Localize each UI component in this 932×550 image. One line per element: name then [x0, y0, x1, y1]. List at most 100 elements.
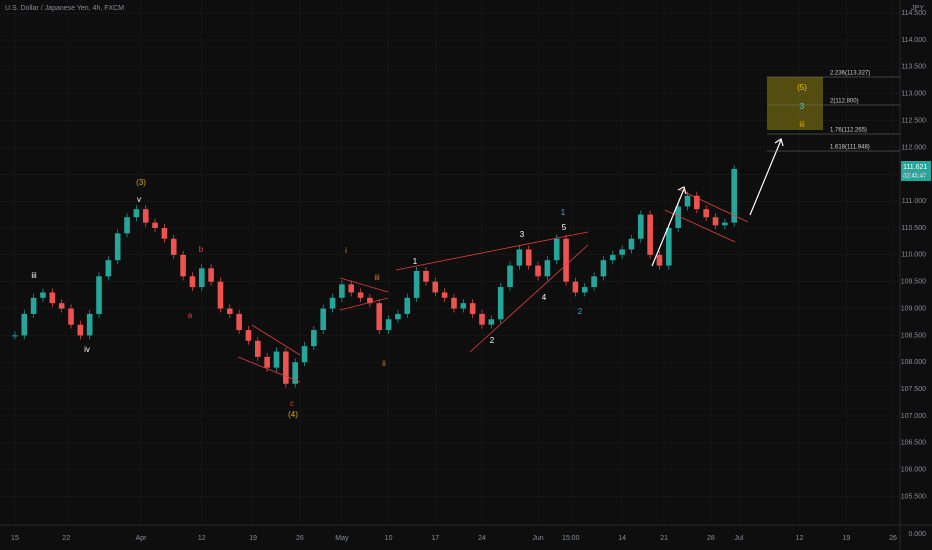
wave-label: b: [199, 245, 204, 254]
candle: [30, 297, 37, 314]
candle: [189, 276, 196, 288]
candle: [367, 297, 373, 304]
candle: [488, 319, 495, 325]
y-tick-label: 107.500: [901, 386, 926, 393]
candle: [460, 303, 467, 309]
candle: [722, 222, 728, 226]
candle: [666, 227, 672, 266]
wave-label: iii: [799, 120, 805, 129]
trendline: [664, 209, 736, 243]
candle: [217, 281, 224, 309]
candle: [292, 362, 298, 384]
candle: [572, 281, 579, 293]
candle: [516, 249, 523, 266]
candle: [619, 249, 625, 255]
candle: [40, 292, 46, 298]
trendline: [395, 231, 589, 271]
candle: [497, 287, 504, 320]
candle: [451, 297, 457, 309]
y-tick-label: 114.000: [901, 37, 926, 44]
candle: [283, 351, 289, 384]
x-tick-label: 26: [296, 535, 304, 542]
x-tick-label: 21: [660, 535, 668, 542]
wave-label: c: [290, 399, 294, 408]
candle: [236, 313, 242, 331]
candle: [432, 281, 439, 293]
x-tick-label: 15: [11, 535, 19, 542]
candle: [684, 195, 691, 207]
candle: [255, 340, 261, 357]
trendline: [237, 356, 301, 383]
y-tick-label: 109.500: [901, 279, 926, 286]
bottom-label: 0.000: [908, 531, 926, 538]
arrow-head: [677, 186, 687, 195]
trendline: [679, 189, 749, 223]
x-tick-label: 15:00: [562, 535, 580, 542]
candle: [591, 276, 597, 288]
candle: [423, 270, 429, 282]
candle: [581, 287, 588, 293]
candle: [21, 313, 28, 336]
wave-label: a: [188, 311, 193, 320]
y-tick-label: 110.500: [901, 225, 926, 232]
plot: [0, 0, 900, 525]
target-zone: [767, 77, 823, 130]
candle: [339, 284, 345, 298]
wave-label: 1: [413, 257, 418, 266]
candle: [311, 330, 317, 347]
x-tick-label: 26: [889, 535, 897, 542]
candle: [731, 168, 738, 223]
x-tick-label: 24: [478, 535, 486, 542]
x-tick-label: 28: [707, 535, 715, 542]
candle: [413, 270, 420, 298]
candle: [535, 265, 541, 277]
candle: [637, 214, 644, 239]
candle: [273, 351, 280, 368]
x-tick-label: 17: [431, 535, 439, 542]
candle: [208, 268, 214, 282]
candle: [68, 308, 74, 325]
wave-label: 3: [520, 230, 525, 239]
wave-label: (3): [136, 178, 146, 187]
x-tick-label: Apr: [136, 535, 148, 542]
candle: [525, 249, 532, 266]
x-tick-label: 22: [62, 535, 70, 542]
candle: [507, 265, 513, 288]
wave-label: 2.236(113.327): [830, 71, 870, 77]
y-tick-label: 112.000: [901, 144, 926, 151]
candle: [675, 206, 681, 228]
x-tick-label: 12: [198, 535, 206, 542]
arrow: [651, 188, 685, 267]
trendline: [251, 324, 301, 356]
candle: [320, 308, 326, 331]
wave-label: 1: [561, 208, 566, 217]
candle: [152, 222, 158, 228]
candle: [77, 324, 84, 336]
candle: [385, 319, 392, 331]
wave-label: 3: [800, 102, 805, 111]
wave-label: 5: [562, 223, 567, 232]
candle: [469, 303, 476, 314]
candle: [245, 330, 252, 341]
candle: [441, 292, 448, 298]
candle: [479, 313, 485, 325]
candle: [694, 195, 700, 210]
candle: [544, 260, 551, 277]
y-tick-label: 106.000: [901, 467, 926, 474]
arrow: [749, 139, 782, 216]
candle: [647, 214, 653, 255]
wave-label: 2: [490, 336, 495, 345]
candle: [656, 254, 663, 266]
x-tick-label: 12: [796, 535, 804, 542]
wave-label: i: [345, 246, 347, 255]
candle: [198, 268, 205, 288]
candle: [553, 238, 560, 261]
y-tick-label: 111.000: [902, 198, 926, 205]
countdown: 02:45:47: [903, 174, 927, 180]
chart-title: U.S. Dollar / Japanese Yen, 4h, FXCM: [5, 5, 124, 12]
y-tick-label: 111.500: [902, 171, 926, 178]
candle: [58, 303, 65, 309]
x-tick-label: 19: [249, 535, 257, 542]
trendline: [339, 297, 389, 311]
